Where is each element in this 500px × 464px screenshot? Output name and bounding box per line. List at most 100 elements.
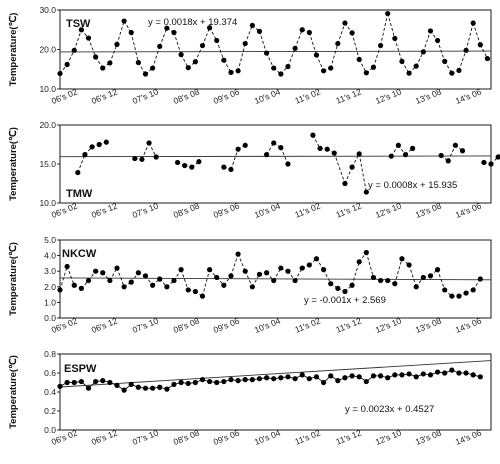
data-point <box>107 379 113 386</box>
data-point <box>249 22 255 29</box>
series-segment <box>141 142 150 160</box>
data-point <box>463 47 469 53</box>
data-point <box>356 374 362 380</box>
data-point <box>150 385 156 391</box>
data-point <box>57 383 63 389</box>
data-point <box>413 284 419 290</box>
y-tick-label: 3.0 <box>44 266 56 276</box>
series-segment <box>323 269 332 284</box>
series-segment <box>159 28 168 47</box>
data-point <box>57 287 63 293</box>
data-point <box>331 150 337 156</box>
series-segment <box>59 266 68 291</box>
y-axis-label: Temperature(℃) <box>8 242 19 316</box>
data-point <box>71 379 77 386</box>
series-segment <box>88 37 97 58</box>
data-point <box>139 156 145 162</box>
data-point <box>178 379 184 386</box>
series-segment <box>244 25 253 44</box>
data-point <box>349 282 355 288</box>
data-point <box>306 262 312 268</box>
data-point <box>285 161 291 167</box>
data-point <box>164 284 170 290</box>
data-point <box>278 375 284 381</box>
data-point <box>150 65 156 71</box>
data-point <box>392 35 398 42</box>
series-segment <box>316 54 324 72</box>
series-segment <box>333 152 346 184</box>
data-point <box>249 284 255 290</box>
data-point <box>356 151 362 157</box>
data-point <box>199 293 206 299</box>
trend-line <box>59 155 492 158</box>
data-point <box>228 69 234 76</box>
data-point <box>75 169 81 176</box>
series-segment <box>330 43 339 69</box>
data-point <box>271 277 277 284</box>
data-point <box>459 148 466 154</box>
data-point <box>142 385 149 391</box>
data-point <box>377 373 384 379</box>
series-segment <box>437 269 446 291</box>
series-segment <box>280 147 289 165</box>
y-tick-label: 0.8 <box>44 349 56 359</box>
data-point <box>406 371 412 377</box>
data-point <box>263 270 270 276</box>
data-point <box>135 384 141 390</box>
series-segment <box>465 22 474 51</box>
data-point <box>370 64 377 70</box>
series-segment <box>365 252 374 278</box>
data-point <box>199 377 206 383</box>
series-segment <box>73 29 82 51</box>
data-point <box>481 159 487 166</box>
series-segment <box>287 48 296 67</box>
data-point <box>71 282 77 288</box>
data-point <box>278 265 284 271</box>
data-point <box>310 132 316 138</box>
data-point <box>406 262 412 268</box>
data-point <box>100 65 106 71</box>
y-tick-label: 0.4 <box>44 387 56 397</box>
data-point <box>85 277 92 284</box>
data-point <box>263 50 270 56</box>
data-point <box>185 65 191 71</box>
data-point <box>157 276 163 282</box>
panel-title: TMW <box>66 188 93 200</box>
panel-title: ESPW <box>64 363 97 375</box>
data-point <box>189 164 195 170</box>
data-point <box>85 35 92 41</box>
data-point <box>271 140 277 146</box>
data-point <box>235 146 241 152</box>
data-point <box>271 65 277 71</box>
data-point <box>306 376 312 382</box>
data-point <box>363 249 369 256</box>
data-point <box>438 152 444 159</box>
data-point <box>171 277 177 284</box>
series-segment <box>394 258 403 284</box>
data-point <box>342 180 348 187</box>
data-point <box>420 371 426 377</box>
series-segment <box>202 27 211 46</box>
data-point <box>93 268 99 274</box>
data-point <box>132 155 138 162</box>
data-point <box>128 29 134 36</box>
data-point <box>449 367 455 373</box>
data-point <box>299 27 305 33</box>
panel-title: TSW <box>66 18 91 30</box>
data-point <box>82 152 88 158</box>
data-point <box>221 57 227 63</box>
y-tick-label: 20.0 <box>39 120 56 130</box>
series-segment <box>194 45 203 62</box>
series-segment <box>77 154 86 173</box>
data-point <box>285 268 291 274</box>
data-point <box>477 276 483 282</box>
data-point <box>157 43 163 49</box>
data-point <box>135 59 141 66</box>
y-tick-label: 1.0 <box>44 297 56 307</box>
data-point <box>64 263 70 270</box>
series-segment <box>202 269 211 297</box>
plot-frame <box>59 124 492 204</box>
